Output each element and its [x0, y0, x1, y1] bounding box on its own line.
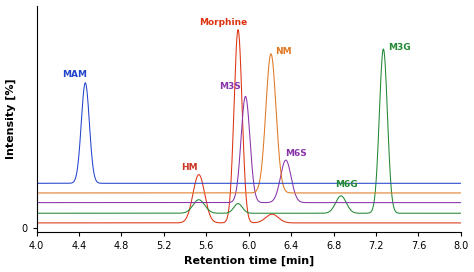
- Text: HM: HM: [181, 163, 198, 172]
- Text: M3G: M3G: [388, 43, 410, 52]
- Text: Morphine: Morphine: [199, 18, 247, 27]
- Text: MAM: MAM: [62, 70, 87, 79]
- Text: M6S: M6S: [285, 149, 307, 158]
- Y-axis label: Intensity [%]: Intensity [%]: [6, 78, 16, 159]
- Text: M3S: M3S: [219, 82, 240, 91]
- X-axis label: Retention time [min]: Retention time [min]: [183, 256, 314, 267]
- Text: NM: NM: [275, 47, 292, 56]
- Text: M6G: M6G: [335, 180, 357, 189]
